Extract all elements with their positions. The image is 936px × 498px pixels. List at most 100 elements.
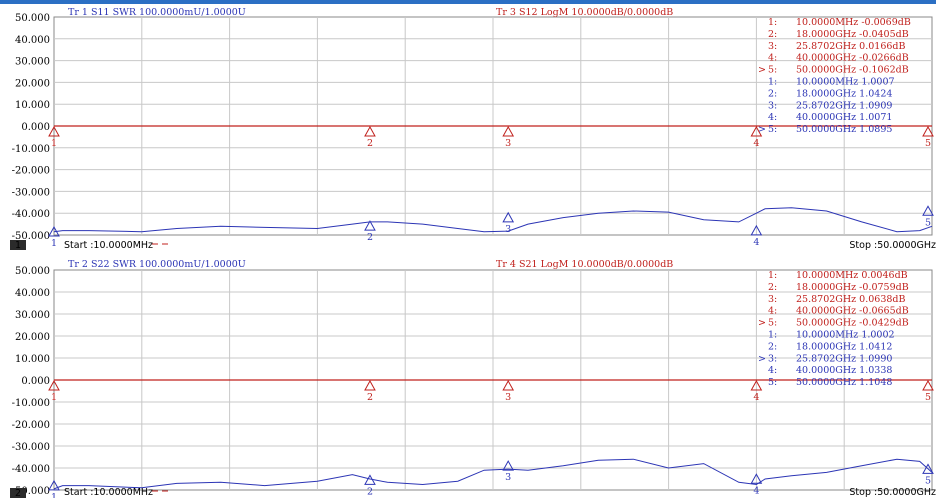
marker-table-value: 10.0000MHz 1.0007 <box>796 77 895 88</box>
start-frequency: Start :10.0000MHz <box>64 240 153 251</box>
logm-marker-triangle <box>750 125 763 137</box>
marker-table-label: 5: <box>768 318 777 329</box>
logm-marker-label: 1 <box>51 392 57 403</box>
marker-table-value: 25.8702GHz 1.0909 <box>796 100 892 111</box>
logm-marker-triangle <box>364 125 376 137</box>
marker-table-label: 4: <box>768 112 777 123</box>
marker-table-value: 40.0000GHz 1.0071 <box>796 112 892 123</box>
active-marker-indicator: > <box>758 353 766 364</box>
marker-table-label: 1: <box>768 270 777 281</box>
marker-table-label: 5: <box>768 65 777 76</box>
marker-table-value: 25.8702GHz 0.0638dB <box>796 294 906 305</box>
swr-marker-triangle <box>750 224 763 236</box>
y-tick-label: -30.000 <box>12 442 50 453</box>
y-tick-label: 0.000 <box>21 122 50 133</box>
swr-marker-triangle <box>48 479 60 491</box>
logm-marker-triangle <box>502 379 515 391</box>
marker-table-value: 10.0000MHz 0.0046dB <box>796 270 908 281</box>
y-tick-label: 40.000 <box>15 35 50 46</box>
marker-table-value: 18.0000GHz 1.0412 <box>796 341 892 352</box>
marker-table-label: 5: <box>768 377 777 388</box>
y-tick-label: -20.000 <box>12 420 50 431</box>
logm-marker-label: 5 <box>925 138 931 149</box>
swr-marker-label: 1 <box>51 492 57 498</box>
swr-marker-label: 1 <box>51 238 57 249</box>
marker-table-label: 2: <box>768 341 777 352</box>
window-title-bar <box>0 0 936 4</box>
logm-marker-triangle <box>48 379 60 391</box>
y-tick-label: 50.000 <box>15 266 50 277</box>
marker-table-value: 50.0000GHz -0.1062dB <box>796 65 909 76</box>
swr-marker-triangle <box>502 211 515 223</box>
logm-marker-label: 4 <box>753 138 759 149</box>
y-tick-label: 0.000 <box>21 376 50 387</box>
marker-table-label: 2: <box>768 88 777 99</box>
trace-header-logm: Tr 4 S21 LogM 10.0000dB/0.0000dB <box>496 259 673 270</box>
marker-table-label: 3: <box>768 41 777 52</box>
swr-marker-triangle <box>364 220 376 231</box>
logm-marker-triangle <box>502 125 515 137</box>
marker-table-label: 4: <box>768 53 777 64</box>
logm-marker-triangle <box>364 379 376 391</box>
logm-marker-label: 3 <box>505 392 511 403</box>
marker-table-value: 40.0000GHz -0.0266dB <box>796 53 909 64</box>
y-tick-label: 10.000 <box>15 100 50 111</box>
marker-table-label: 4: <box>768 365 777 376</box>
y-tick-label: -10.000 <box>12 398 50 409</box>
swr-marker-label: 2 <box>367 232 373 243</box>
y-tick-label: -40.000 <box>12 464 50 475</box>
stop-frequency: Stop :50.0000GHz <box>849 240 936 251</box>
marker-table-value: 25.8702GHz 1.0990 <box>796 353 892 364</box>
y-tick-label: 30.000 <box>15 310 50 321</box>
swr-marker-triangle <box>750 473 763 484</box>
y-tick-label: -40.000 <box>12 209 50 220</box>
logm-marker-label: 4 <box>753 392 759 403</box>
marker-table-value: 18.0000GHz 1.0424 <box>796 88 892 99</box>
window-number: 2 <box>15 488 21 498</box>
marker-table-value: 40.0000GHz 1.0338 <box>796 365 892 376</box>
window-number-box <box>10 488 26 498</box>
logm-marker-label: 2 <box>367 392 373 403</box>
marker-table-value: 10.0000MHz -0.0069dB <box>796 17 911 28</box>
y-tick-label: -30.000 <box>12 187 50 198</box>
active-marker-indicator: > <box>758 124 766 135</box>
window-number: 1 <box>15 240 21 251</box>
swr-marker-triangle <box>364 474 376 485</box>
swr-marker-label: 3 <box>505 224 511 235</box>
marker-table-label: 2: <box>768 282 777 293</box>
start-frequency: Start :10.0000MHz <box>64 487 153 498</box>
channel-window-1[interactable]: 50.000 40.000 30.000 20.000 10.000 0.000 -10.0… <box>0 4 936 256</box>
swr-trace-line <box>53 458 933 490</box>
logm-marker-triangle <box>922 379 934 391</box>
marker-table-label: 3: <box>768 353 777 364</box>
marker-table-label: 3: <box>768 294 777 305</box>
logm-marker-triangle <box>922 125 934 137</box>
active-marker-indicator: > <box>758 318 766 329</box>
marker-table-label: 1: <box>768 17 777 28</box>
y-tick-label: 50.000 <box>15 13 50 24</box>
swr-marker-label: 4 <box>753 485 759 496</box>
logm-marker-triangle <box>48 125 60 137</box>
channel-window-2[interactable]: 50.000 40.000 30.000 20.000 10.000 0.000 -10.0… <box>0 256 936 498</box>
marker-table-value: 50.0000GHz -0.0429dB <box>796 318 909 329</box>
logm-marker-label: 2 <box>367 138 373 149</box>
y-tick-label: -10.000 <box>12 144 50 155</box>
marker-table-label: 4: <box>768 306 777 317</box>
active-marker-indicator: > <box>758 65 766 76</box>
marker-table-label: 2: <box>768 29 777 40</box>
y-tick-label: -50.000 <box>12 231 50 242</box>
trace-header-swr: Tr 2 S22 SWR 100.0000mU/1.0000U <box>68 259 246 270</box>
window-number-box <box>10 240 26 250</box>
trace-header-logm: Tr 3 S12 LogM 10.0000dB/0.0000dB <box>496 7 673 18</box>
marker-table-value: 25.8702GHz 0.0166dB <box>796 41 906 52</box>
y-tick-label: -50.000 <box>12 486 50 497</box>
swr-marker-label: 3 <box>505 472 511 483</box>
marker-table-value: 40.0000GHz -0.0665dB <box>796 306 909 317</box>
marker-table-value: 50.0000GHz 1.1048 <box>796 377 892 388</box>
swr-marker-triangle <box>502 460 515 471</box>
swr-trace-line <box>53 207 933 233</box>
logm-marker-label: 3 <box>505 138 511 149</box>
marker-table-value: 18.0000GHz -0.0405dB <box>796 29 909 40</box>
y-tick-label: 20.000 <box>15 78 50 89</box>
swr-marker-label: 4 <box>753 237 759 248</box>
